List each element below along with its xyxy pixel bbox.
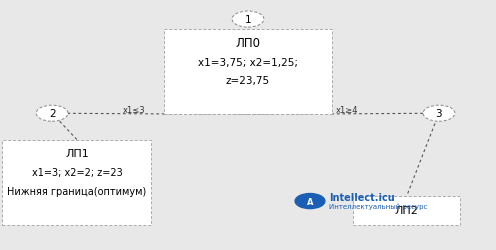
Text: A: A [307, 197, 313, 206]
Text: х1≤3: х1≤3 [123, 106, 145, 115]
Text: х1=3,75; х2=1,25;: х1=3,75; х2=1,25; [198, 57, 298, 67]
Circle shape [423, 106, 455, 122]
Text: z=23,75: z=23,75 [226, 76, 270, 86]
FancyBboxPatch shape [353, 196, 460, 225]
Text: Нижняя граница(оптимум): Нижняя граница(оптимум) [7, 186, 146, 196]
Text: Intellect.icu: Intellect.icu [329, 192, 395, 202]
Text: Интеллектуальный ресурс: Интеллектуальный ресурс [329, 203, 427, 209]
Text: 1: 1 [245, 15, 251, 25]
Text: ЛП1: ЛП1 [65, 148, 89, 158]
Text: х1=3; х2=2; z=23: х1=3; х2=2; z=23 [32, 167, 122, 177]
Text: х1≥4: х1≥4 [336, 106, 359, 115]
Text: ЛП2: ЛП2 [395, 206, 419, 216]
Circle shape [232, 12, 264, 28]
Text: ЛП0: ЛП0 [236, 37, 260, 50]
Text: 2: 2 [49, 109, 56, 119]
Text: 3: 3 [435, 109, 442, 119]
FancyBboxPatch shape [2, 140, 151, 225]
Circle shape [295, 194, 325, 209]
FancyBboxPatch shape [164, 30, 332, 115]
Circle shape [36, 106, 68, 122]
